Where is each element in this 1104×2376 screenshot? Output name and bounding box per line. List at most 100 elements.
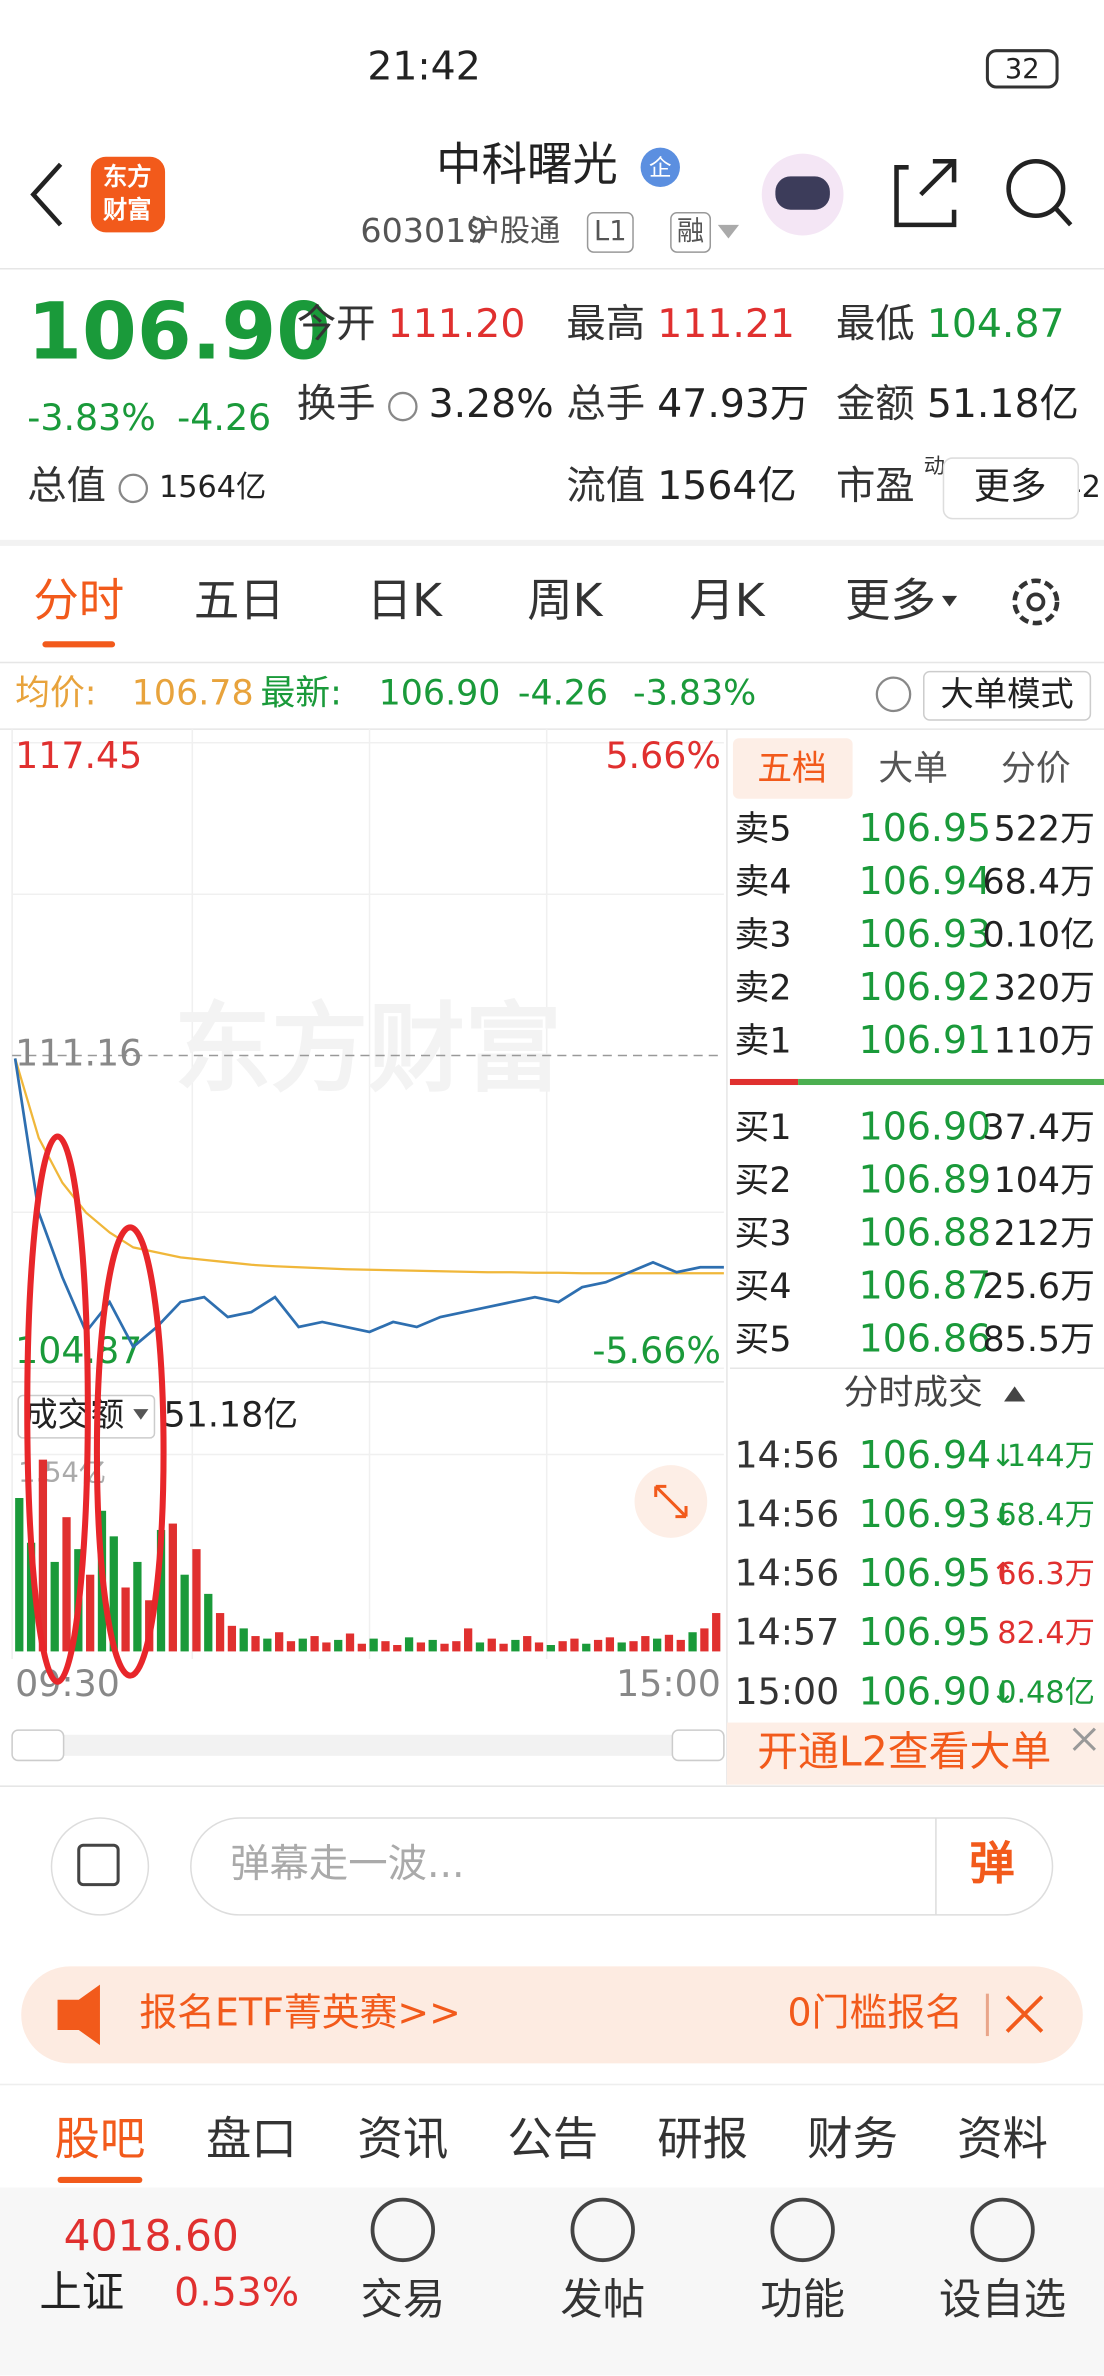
period-tab[interactable]: 日K	[367, 574, 443, 627]
trade-time: 14:57	[734, 1611, 839, 1654]
volume-bar	[617, 1642, 626, 1652]
level-label: 卖5	[734, 810, 791, 850]
stock-name: 中科曙光	[436, 138, 618, 191]
stat-label: 最高	[566, 301, 645, 347]
volume-bar	[298, 1638, 307, 1652]
volume-bar	[322, 1642, 331, 1652]
content-tab[interactable]: 公告	[507, 2113, 598, 2166]
logo-text: 东方	[103, 163, 151, 191]
volume-bar	[676, 1639, 685, 1652]
content-tab[interactable]: 研报	[657, 2113, 748, 2166]
scroll-handle[interactable]	[671, 1729, 725, 1762]
volume-bar	[629, 1641, 638, 1652]
period-tab[interactable]: 分时	[33, 574, 124, 627]
ratio-bar	[798, 1078, 1104, 1086]
book-tab[interactable]: 分价	[1001, 749, 1071, 789]
volume-bar	[558, 1641, 567, 1652]
nav-label[interactable]: 设自选	[939, 2275, 1066, 2324]
volume-bar	[26, 1542, 36, 1652]
change: -4.26	[518, 673, 608, 713]
volume-bar	[404, 1637, 414, 1652]
level-price: 106.89	[859, 1157, 991, 1201]
index-percent: 0.53%	[174, 2270, 299, 2316]
level-volume: 212万	[994, 1214, 1095, 1254]
level-price: 106.91	[859, 1018, 991, 1062]
more-button[interactable]	[942, 457, 1080, 520]
change: -4.26	[177, 396, 271, 439]
assistant-face	[775, 176, 830, 210]
nav-icon[interactable]	[970, 2197, 1035, 2263]
period-tab[interactable]: 周K	[527, 574, 603, 627]
volume-bar	[381, 1641, 390, 1652]
volume-bar	[641, 1636, 650, 1652]
change-percent: -3.83%	[633, 673, 756, 713]
content-tab[interactable]: 财务	[807, 2113, 898, 2166]
volume-bar	[168, 1523, 177, 1652]
volume-bar	[180, 1574, 189, 1652]
trade-arrow: ↓	[990, 1498, 1015, 1533]
volume-bar	[428, 1639, 437, 1652]
volume-bar	[511, 1639, 520, 1652]
close-icon[interactable]	[1005, 1995, 1044, 2033]
level-volume: 25.6万	[983, 1267, 1095, 1307]
nav-label[interactable]: 交易	[360, 2275, 445, 2324]
nav-icon[interactable]	[570, 2197, 635, 2263]
volume-bar	[345, 1633, 355, 1652]
scroll-handle[interactable]	[11, 1729, 65, 1762]
avg-label: 均价:	[15, 673, 96, 713]
level-volume: 68.4万	[983, 863, 1095, 903]
promo-banner[interactable]	[21, 1966, 1083, 2064]
volume-bar	[452, 1641, 461, 1652]
period-tab[interactable]: 更多	[845, 574, 936, 627]
volume-bar	[523, 1636, 532, 1652]
l2-banner[interactable]	[726, 1722, 1104, 1785]
mode-button[interactable]	[923, 670, 1092, 721]
nav-label[interactable]: 发帖	[560, 2275, 645, 2324]
back-button[interactable]	[30, 162, 63, 227]
comment-input[interactable]	[190, 1817, 1054, 1916]
period-tab[interactable]: 五日	[194, 574, 285, 627]
trade-price: 106.94	[859, 1433, 991, 1477]
book-tab[interactable]: 大单	[878, 749, 948, 789]
search-handle	[1053, 206, 1073, 227]
sort-icon	[1004, 1386, 1026, 1402]
content-tab[interactable]: 资讯	[357, 2113, 448, 2166]
level-price: 106.86	[859, 1316, 991, 1360]
stat-value: 1564亿	[657, 463, 797, 509]
content-tab[interactable]: 盘口	[206, 2113, 297, 2166]
volume-bar	[215, 1613, 225, 1652]
comment-list-button[interactable]	[50, 1817, 150, 1916]
trade-arrow: ↑	[990, 1557, 1015, 1592]
trade-price: 106.93	[859, 1492, 991, 1536]
content-tab[interactable]: 股吧	[55, 2113, 146, 2166]
level-price: 106.90	[859, 1104, 991, 1148]
barrage-button[interactable]: 弹	[969, 1837, 1014, 1890]
book-tab[interactable]: 五档	[757, 749, 827, 789]
level-label: 卖1	[734, 1022, 791, 1062]
content-tab[interactable]: 资料	[957, 2113, 1048, 2166]
search-button[interactable]	[1006, 158, 1066, 219]
stat-label: 总手	[566, 381, 645, 427]
close-icon[interactable]	[1072, 1727, 1096, 1751]
volume-bar	[605, 1637, 615, 1652]
stat-label: 最低	[836, 301, 915, 347]
level-label: 买5	[734, 1320, 791, 1360]
settings-button[interactable]	[1012, 578, 1060, 626]
share-button[interactable]	[894, 158, 957, 228]
nav-icon[interactable]	[770, 2197, 835, 2263]
level-price: 106.94	[859, 859, 991, 903]
average-line	[14, 1058, 724, 1275]
period-tab[interactable]: 月K	[689, 574, 765, 627]
avg-value: 106.78	[132, 673, 254, 713]
nav-icon[interactable]	[370, 2197, 436, 2263]
active-tab-underline	[57, 2176, 143, 2183]
level-label: 买4	[734, 1267, 791, 1307]
level-label: 买3	[734, 1214, 791, 1254]
stat-value: 111.21	[657, 301, 795, 347]
badge-text: 企	[649, 155, 672, 181]
volume-bar	[310, 1636, 319, 1652]
level-volume: 522万	[994, 810, 1095, 850]
nav-label[interactable]: 功能	[760, 2275, 845, 2324]
volume-bar	[156, 1529, 166, 1652]
